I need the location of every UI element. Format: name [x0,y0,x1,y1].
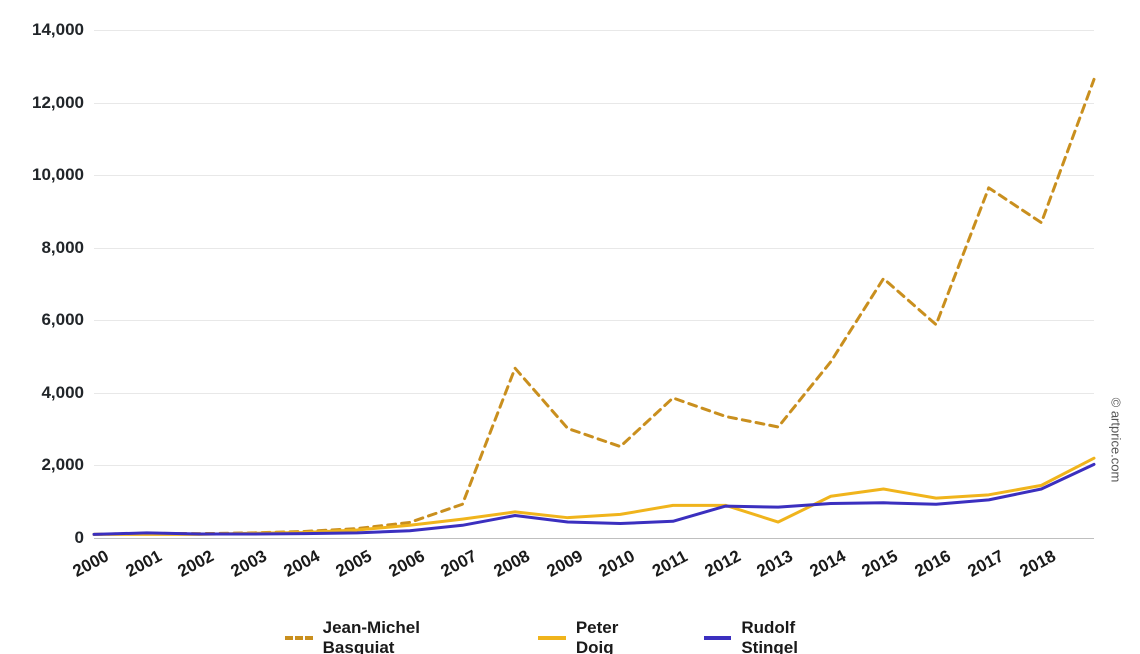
x-axis-tick-label: 2009 [543,546,586,581]
x-axis-tick-label: 2002 [175,546,218,581]
x-axis-tick-label: 2015 [859,546,902,581]
legend-item: Peter Doig [538,618,660,654]
chart-legend: Jean-Michel Basquiat Peter Doig Rudolf Sti… [285,618,855,654]
x-axis-tick-label: 2008 [491,546,534,581]
series-line [94,464,1094,534]
x-axis-tick-label: 2001 [122,546,165,581]
y-axis-tick-label: 0 [75,528,94,548]
legend-swatch [704,636,732,640]
x-axis-tick-label: 2013 [754,546,797,581]
legend-label: Peter Doig [576,618,660,654]
legend-label: Jean-Michel Basquiat [323,618,495,654]
line-chart: 0 2,000 4,000 6,000 8,000 10,000 12,000 14,000 2… [0,0,1140,654]
x-axis-tick-label: 2016 [912,546,955,581]
legend-swatch [538,636,566,640]
legend-swatch [285,636,313,640]
x-axis-tick-label: 2012 [701,546,744,581]
y-axis-tick-label: 14,000 [32,20,94,40]
x-axis-tick-label: 2010 [596,546,639,581]
series-line [94,79,1094,534]
y-axis-tick-label: 4,000 [41,383,94,403]
y-axis-tick-label: 6,000 [41,310,94,330]
y-axis-tick-label: 2,000 [41,455,94,475]
y-axis-tick-label: 8,000 [41,238,94,258]
x-axis-tick-label: 2014 [806,546,849,581]
x-axis-tick-label: 2007 [438,546,481,581]
series-lines [94,30,1094,538]
x-axis-tick-label: 2017 [964,546,1007,581]
x-axis-tick-label: 2003 [227,546,270,581]
plot-area: 02,0004,0006,0008,00010,00012,00014,0002… [94,30,1094,538]
x-axis-tick-label: 2000 [70,546,113,581]
x-axis-tick-label: 2006 [385,546,428,581]
watermark-text: © artprice.com [1109,398,1124,483]
y-axis-tick-label: 10,000 [32,165,94,185]
gridline [94,538,1094,539]
legend-item: Jean-Michel Basquiat [285,618,494,654]
legend-label: Rudolf Stingel [741,618,855,654]
x-axis-tick-label: 2011 [649,547,691,582]
y-axis-tick-label: 12,000 [32,93,94,113]
x-axis-tick-label: 2004 [280,546,323,581]
x-axis-tick-label: 2018 [1017,546,1060,581]
x-axis-tick-label: 2005 [333,546,376,581]
legend-item: Rudolf Stingel [704,618,855,654]
